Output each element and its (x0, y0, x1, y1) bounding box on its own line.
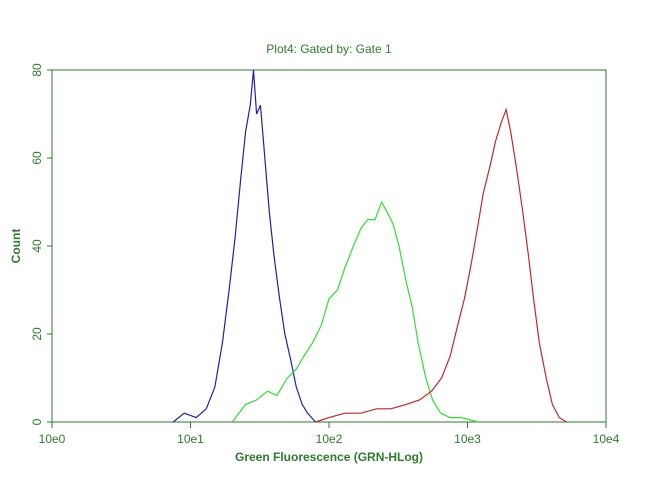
y-tick-label: 60 (30, 151, 44, 165)
histogram-line (315, 107, 567, 423)
y-tick-label: 80 (30, 63, 44, 77)
histogram-line (231, 200, 479, 423)
x-axis-label: Green Fluorescence (GRN-HLog) (235, 450, 423, 464)
histogram-line (172, 69, 317, 423)
y-axis-label: Count (9, 229, 23, 264)
x-tick-label: 10e4 (593, 432, 620, 446)
x-tick-label: 10e3 (454, 432, 481, 446)
y-tick-label: 0 (30, 418, 44, 425)
y-tick-label: 40 (30, 239, 44, 253)
x-tick-label: 10e1 (177, 432, 204, 446)
x-tick-label: 10e0 (39, 432, 66, 446)
y-tick-label: 20 (30, 327, 44, 341)
chart-title: Plot4: Gated by: Gate 1 (266, 42, 392, 56)
x-tick-label: 10e2 (316, 432, 343, 446)
plot-frame (51, 69, 607, 423)
